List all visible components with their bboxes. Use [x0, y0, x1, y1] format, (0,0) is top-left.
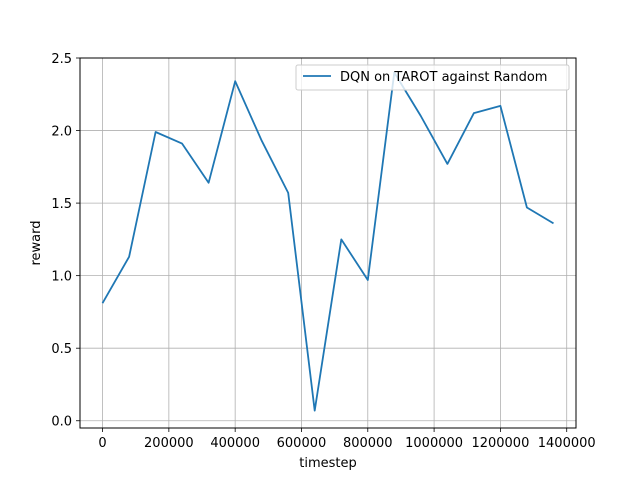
x-tick-label: 0 — [98, 436, 106, 451]
x-tick-label: 800000 — [343, 436, 393, 451]
series-line — [101, 71, 554, 412]
x-tick-label: 1200000 — [471, 436, 529, 451]
x-tick-label: 600000 — [277, 436, 327, 451]
y-tick-label: 1.0 — [51, 270, 72, 285]
legend: DQN on TAROT against Random — [295, 64, 570, 91]
x-tick-label: 400000 — [210, 436, 260, 451]
ticks: 0 200000 400000 600000 800000 1000000 1200000 1… — [51, 52, 595, 451]
y-tick-label: 0.5 — [51, 342, 72, 357]
x-tick-label: 1400000 — [538, 436, 596, 451]
y-axis-label: reward — [29, 220, 44, 265]
series-layer — [101, 71, 554, 412]
plot-frame — [79, 57, 577, 429]
x-tick-label: 200000 — [144, 436, 194, 451]
legend-label: DQN on TAROT against Random — [340, 70, 547, 85]
x-axis-label: timestep — [299, 456, 357, 471]
y-tick-label: 2.5 — [51, 52, 72, 67]
x-tick-label: 1000000 — [405, 436, 463, 451]
y-tick-label: 1.5 — [51, 197, 72, 212]
legend-box — [295, 64, 570, 91]
y-tick-label: 0.0 — [51, 415, 72, 430]
y-tick-label: 2.0 — [51, 125, 72, 140]
